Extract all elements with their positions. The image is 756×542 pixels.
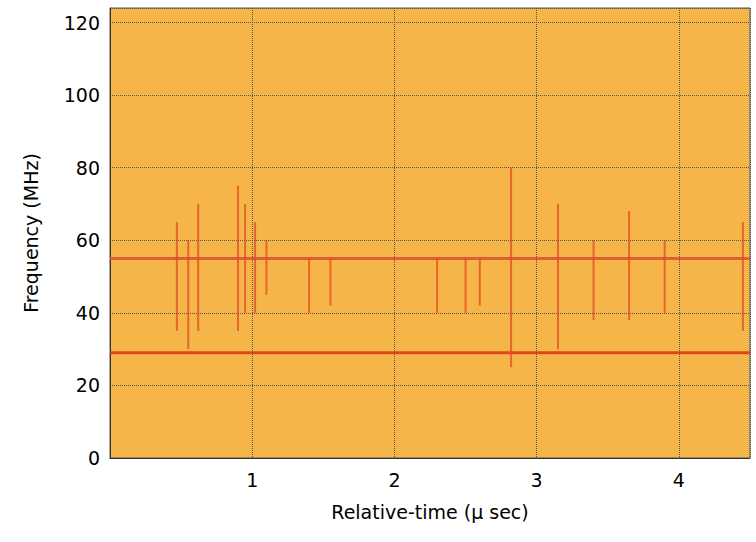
svg-text:0: 0	[88, 447, 100, 469]
svg-text:60: 60	[76, 229, 100, 251]
svg-text:Frequency (MHz): Frequency (MHz)	[20, 153, 42, 313]
svg-text:Relative-time (μ sec): Relative-time (μ sec)	[331, 501, 528, 523]
svg-text:80: 80	[76, 157, 100, 179]
svg-text:40: 40	[76, 302, 100, 324]
svg-text:1: 1	[246, 469, 258, 491]
svg-text:4: 4	[673, 469, 685, 491]
svg-text:120: 120	[64, 12, 100, 34]
svg-text:20: 20	[76, 374, 100, 396]
svg-text:2: 2	[388, 469, 400, 491]
svg-text:100: 100	[64, 84, 100, 106]
svg-text:3: 3	[531, 469, 543, 491]
